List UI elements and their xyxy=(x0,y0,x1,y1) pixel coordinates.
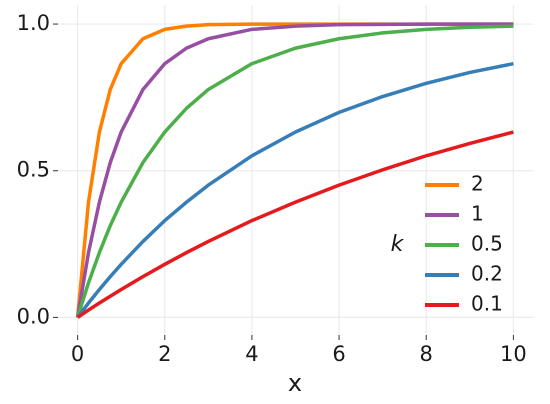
legend-label: 1 xyxy=(471,202,484,226)
line xyxy=(76,61,514,319)
x-tick-label: 0 xyxy=(71,342,84,366)
line xyxy=(75,22,514,318)
x-tick-label: 10 xyxy=(500,342,527,366)
legend-label: 0.5 xyxy=(471,232,503,256)
y-tick-label: 0.5 xyxy=(17,158,50,182)
x-tick-label: 6 xyxy=(332,342,345,366)
x-tick-label: 4 xyxy=(245,342,258,366)
x-tick-label: 8 xyxy=(420,342,433,366)
legend-label: 0.2 xyxy=(471,262,503,286)
x-axis-label: x xyxy=(288,369,302,397)
line xyxy=(75,24,514,318)
legend-title: k xyxy=(391,232,405,257)
legend-label: 2 xyxy=(471,172,484,196)
y-tick-label: 1.0 xyxy=(17,11,50,35)
line xyxy=(76,130,514,319)
y-tick-label: 0.0 xyxy=(17,304,50,328)
x-tick-label: 2 xyxy=(158,342,171,366)
legend-label: 0.1 xyxy=(471,292,503,316)
